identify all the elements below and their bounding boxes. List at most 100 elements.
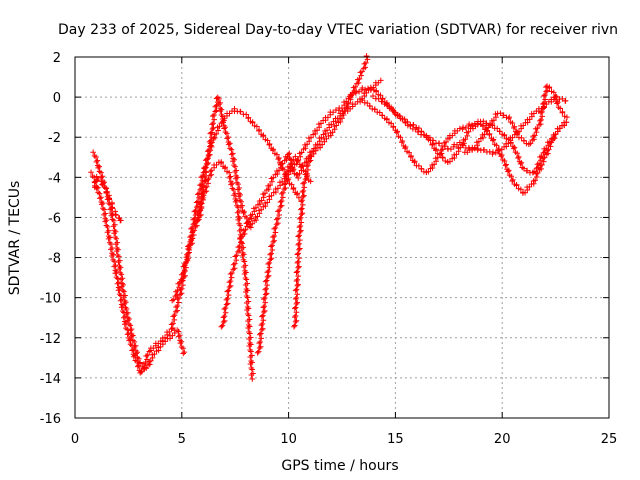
data-point-marker — [506, 114, 513, 120]
data-point-marker — [245, 312, 252, 319]
data-point-marker — [352, 84, 359, 90]
data-point-marker — [211, 112, 217, 118]
data-point-marker — [401, 116, 408, 122]
data-point-marker — [294, 268, 301, 275]
data-point-marker — [318, 134, 325, 141]
data-point-marker — [283, 172, 290, 178]
data-point-marker — [110, 223, 117, 230]
data-point-marker — [295, 242, 302, 248]
y-tick-label: 2 — [53, 51, 61, 66]
data-point-marker — [293, 278, 300, 284]
data-point-marker — [97, 195, 103, 202]
data-point-marker — [436, 140, 443, 147]
data-point-marker — [485, 124, 492, 131]
data-point-marker — [531, 136, 537, 143]
data-point-marker — [258, 335, 265, 342]
data-point-marker — [352, 101, 358, 107]
data-point-marker — [205, 155, 211, 162]
data-point-marker — [381, 101, 388, 107]
data-point-marker — [266, 260, 273, 266]
data-point-marker — [546, 146, 552, 153]
data-point-marker — [131, 339, 138, 345]
data-point-marker — [296, 240, 302, 247]
data-point-marker — [471, 144, 478, 151]
data-point-marker — [495, 146, 502, 152]
data-point-marker — [292, 296, 299, 302]
data-point-marker — [226, 279, 233, 286]
data-point-marker — [199, 183, 205, 190]
data-point-marker — [511, 125, 517, 131]
data-point-marker — [229, 185, 236, 192]
data-point-marker — [232, 163, 238, 170]
data-point-marker — [178, 338, 185, 345]
data-point-marker — [299, 197, 305, 204]
y-tick-label: -4 — [48, 171, 61, 186]
data-point-marker — [266, 142, 273, 148]
data-point-marker — [127, 322, 134, 329]
data-point-marker — [256, 128, 262, 134]
data-point-marker — [209, 121, 215, 128]
data-point-marker — [218, 112, 225, 118]
data-point-marker — [270, 147, 276, 154]
data-point-marker — [341, 108, 348, 114]
data-point-marker — [356, 76, 363, 82]
y-tick-label: -8 — [48, 252, 61, 267]
data-point-marker — [125, 330, 132, 336]
data-point-marker — [383, 116, 390, 123]
data-point-marker — [244, 223, 250, 230]
data-point-marker — [102, 210, 109, 217]
data-point-marker — [218, 160, 224, 166]
data-point-marker — [120, 314, 127, 321]
data-point-marker — [278, 198, 285, 204]
data-point-marker — [249, 211, 256, 218]
data-point-marker — [425, 168, 432, 175]
data-point-marker — [439, 155, 446, 161]
x-tick-label: 0 — [71, 432, 79, 447]
data-point-marker — [288, 181, 295, 188]
data-point-marker — [441, 143, 448, 149]
data-point-marker — [132, 352, 138, 359]
data-point-marker — [129, 342, 135, 349]
data-point-marker — [293, 309, 300, 316]
data-point-marker — [142, 360, 149, 366]
data-point-marker — [264, 282, 270, 288]
data-point-marker — [218, 323, 225, 330]
data-point-marker — [496, 128, 503, 135]
data-point-marker — [107, 234, 113, 241]
data-point-marker — [298, 219, 305, 226]
data-point-marker — [271, 233, 277, 239]
data-point-marker — [375, 96, 382, 102]
data-point-marker — [481, 147, 487, 153]
data-point-marker — [230, 158, 236, 165]
data-point-marker — [431, 161, 437, 168]
data-point-marker — [442, 158, 449, 164]
data-point-marker — [399, 138, 406, 144]
data-point-marker — [537, 157, 544, 163]
data-point-marker — [264, 199, 271, 206]
data-point-marker — [229, 270, 235, 276]
data-point-marker — [180, 345, 186, 352]
data-point-marker — [257, 330, 264, 337]
data-point-marker — [148, 358, 154, 364]
data-point-marker — [330, 109, 336, 116]
data-point-marker — [518, 186, 524, 193]
data-point-marker — [555, 99, 561, 106]
data-point-marker — [533, 129, 540, 135]
data-point-marker — [396, 113, 403, 119]
data-point-marker — [201, 174, 207, 180]
data-point-marker — [551, 94, 558, 101]
data-point-marker — [294, 260, 301, 266]
data-point-marker — [259, 321, 266, 327]
data-point-marker — [195, 217, 201, 224]
data-point-marker — [377, 92, 384, 99]
data-point-marker — [191, 208, 198, 215]
tick-layer — [74, 56, 610, 419]
data-point-marker — [121, 321, 128, 328]
data-point-marker — [216, 101, 222, 108]
data-point-marker — [253, 204, 259, 211]
data-point-marker — [227, 145, 233, 152]
data-point-marker — [240, 210, 247, 216]
data-point-marker — [170, 296, 177, 303]
data-point-marker — [99, 181, 105, 188]
data-point-marker — [534, 170, 541, 176]
